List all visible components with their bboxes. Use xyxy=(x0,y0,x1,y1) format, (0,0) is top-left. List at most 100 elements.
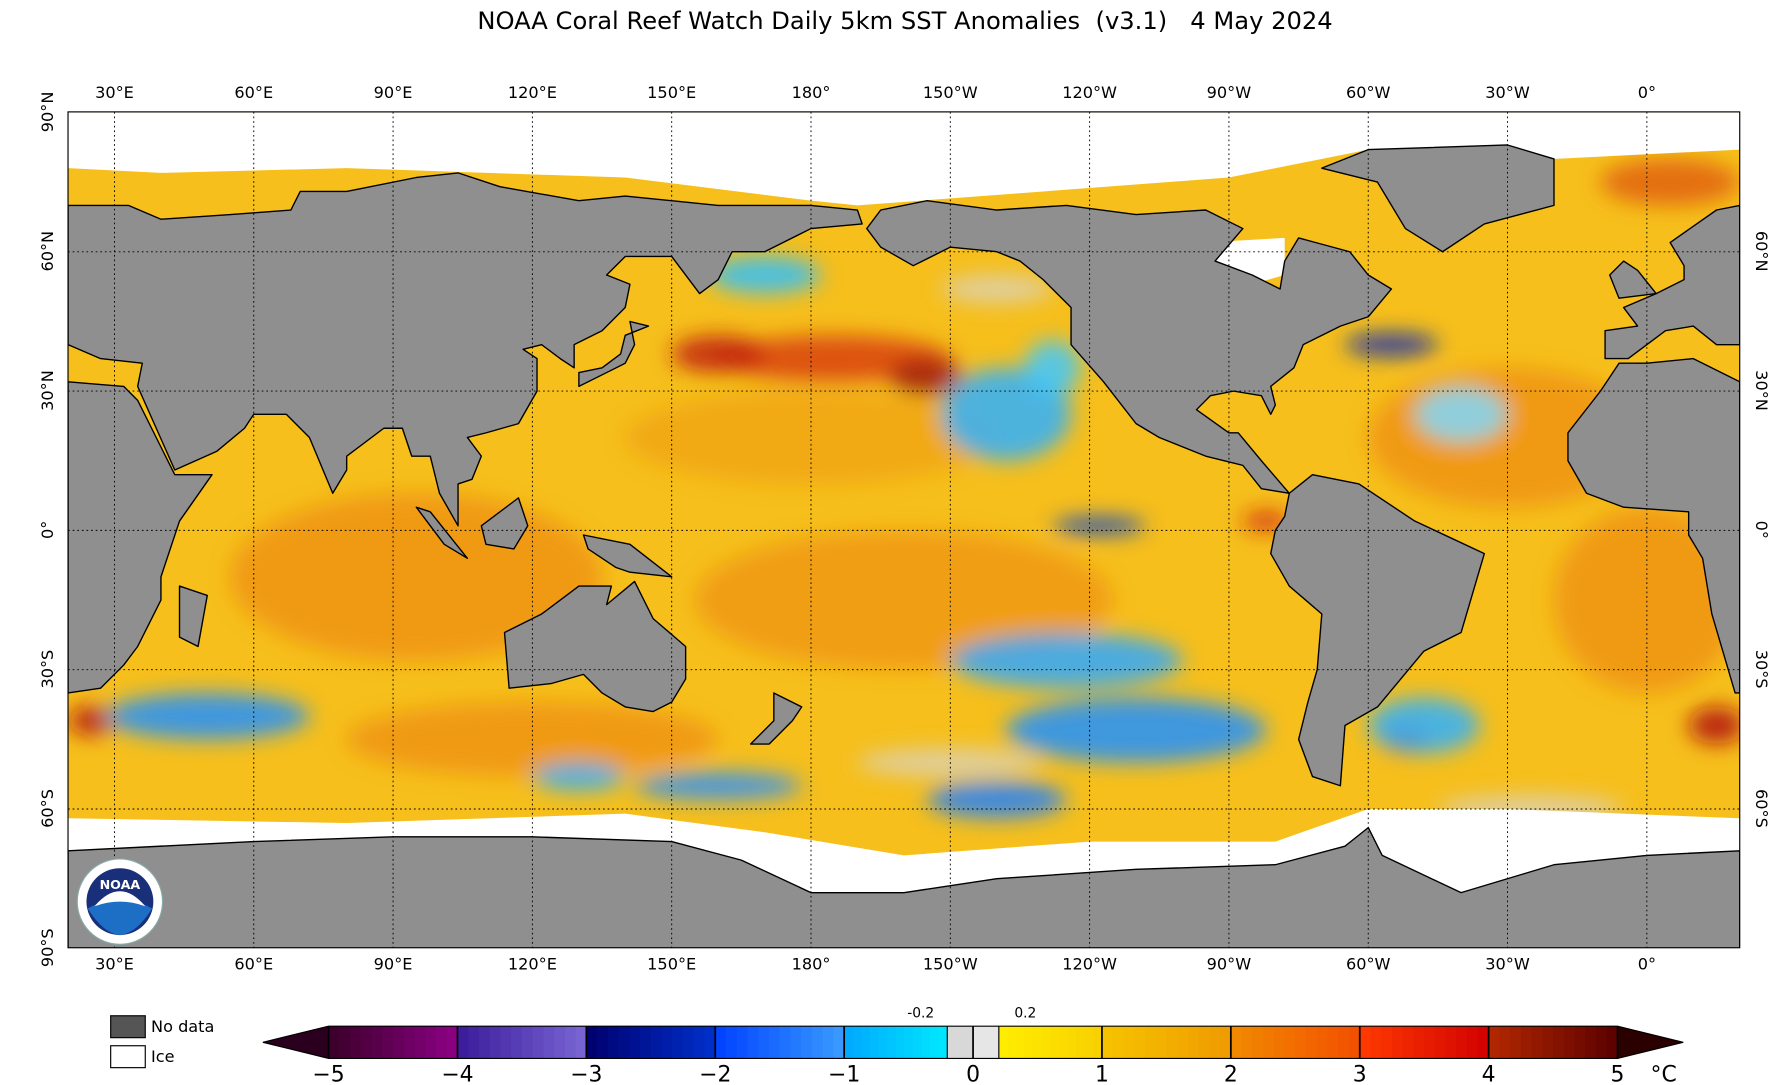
colorbar-swatch xyxy=(1284,1026,1296,1059)
longitude-label-bottom: 90°W xyxy=(1207,955,1252,974)
ice-swatch xyxy=(110,1045,146,1069)
colorbar-swatch xyxy=(672,1026,684,1059)
land-borneo xyxy=(480,497,529,550)
colorbar-tick-label: −3 xyxy=(570,1063,602,1085)
colorbar-swatch xyxy=(1263,1026,1275,1059)
longitude-label-top: 150°W xyxy=(923,83,978,102)
colorbar-swatch xyxy=(607,1026,620,1059)
colorbar-tick-label: −1 xyxy=(828,1063,860,1085)
land-new-guinea xyxy=(582,534,673,578)
logo-text: NOAA xyxy=(100,877,141,892)
colorbar-swatch xyxy=(852,1026,862,1059)
colorbar-swatch xyxy=(962,1026,966,1059)
land-europe xyxy=(1604,204,1740,360)
colorbar-swatch xyxy=(994,1026,998,1059)
longitude-label-bottom: 150°E xyxy=(647,955,696,974)
longitude-label-bottom: 90°E xyxy=(374,955,413,974)
colorbar-swatch xyxy=(822,1026,834,1059)
colorbar-swatch xyxy=(371,1026,383,1059)
latitude-label-right: 0° xyxy=(1752,521,1771,539)
colorbar-swatch xyxy=(1241,1026,1253,1059)
colorbar-swatch xyxy=(949,1026,953,1059)
colorbar-swatch xyxy=(704,1026,716,1059)
colorbar-swatch xyxy=(1041,1026,1051,1059)
colorbar-swatch xyxy=(1144,1026,1157,1059)
colorbar-swatch xyxy=(958,1026,961,1059)
longitude-label-bottom: 30°W xyxy=(1485,955,1530,974)
colorbar-swatch xyxy=(966,1026,970,1059)
colorbar-swatch xyxy=(878,1026,888,1059)
anomaly-blob xyxy=(940,274,1053,303)
longitude-label-bottom: 120°W xyxy=(1062,955,1117,974)
anomaly-blob xyxy=(950,632,1183,689)
anomaly-blob xyxy=(708,256,821,294)
latitude-label-right: 30°S xyxy=(1752,650,1771,689)
colorbar-swatch xyxy=(953,1026,957,1059)
colorbar-tick-label: −5 xyxy=(312,1063,344,1085)
colorbar-swatch xyxy=(996,1026,1000,1059)
anomaly-blob xyxy=(694,530,1113,670)
anomaly-blob xyxy=(1368,697,1480,754)
colorbar-swatch xyxy=(1112,1026,1125,1059)
latitude-label-right: 30°N xyxy=(1752,370,1771,411)
colorbar-swatch xyxy=(1456,1026,1468,1059)
colorbar-swatch xyxy=(1024,1026,1034,1059)
colorbar-swatch xyxy=(586,1026,598,1059)
colorbar-swatch xyxy=(1413,1026,1425,1059)
colorbar-swatch xyxy=(1424,1026,1436,1059)
land-sumatra xyxy=(415,506,469,559)
anomaly-blob xyxy=(1052,517,1146,535)
anomaly-blob xyxy=(1553,507,1740,693)
anomaly-blob xyxy=(1688,706,1740,745)
colorbar-swatch xyxy=(1220,1026,1232,1059)
longitude-label-bottom: 120°E xyxy=(508,955,557,974)
anomaly-blob xyxy=(1005,697,1267,763)
land-japan xyxy=(578,320,650,388)
latitude-label-left: 90°S xyxy=(38,928,57,967)
colorbar-swatch xyxy=(1359,1026,1372,1059)
colorbar-swatch xyxy=(844,1026,854,1059)
colorbar-swatch xyxy=(779,1026,792,1059)
colorbar-swatch xyxy=(1230,1026,1243,1059)
anomaly-blob xyxy=(1600,158,1740,206)
colorbar-swatch xyxy=(938,1026,948,1059)
colorbar-swatch xyxy=(693,1026,706,1059)
colorbar-threshold-label: -0.2 xyxy=(907,1005,934,1021)
colorbar-tick-label: −4 xyxy=(441,1063,473,1085)
latitude-label-right: 60°S xyxy=(1752,789,1771,828)
latitude-label-left: 30°S xyxy=(38,650,57,689)
colorbar-swatch xyxy=(489,1026,502,1059)
no-data-swatch xyxy=(110,1015,146,1039)
colorbar-swatch xyxy=(1381,1026,1393,1059)
longitude-label-top: 150°E xyxy=(647,83,696,102)
anomaly-blob xyxy=(671,335,765,373)
colorbar-swatch xyxy=(360,1026,373,1059)
longitude-label-top: 0° xyxy=(1638,83,1656,102)
colorbar-swatch xyxy=(887,1026,897,1059)
colorbar-swatch xyxy=(1434,1026,1447,1059)
latitude-label-left: 0° xyxy=(38,521,57,539)
colorbar-tick-label: 1 xyxy=(1095,1063,1109,1085)
colorbar-swatch xyxy=(543,1026,555,1059)
anomaly-blob xyxy=(68,706,115,735)
colorbar-swatch xyxy=(1391,1026,1404,1059)
colorbar-swatch xyxy=(977,1026,981,1059)
colorbar-swatch xyxy=(912,1026,923,1059)
land-antarctica xyxy=(68,826,1740,948)
colorbar-swatch xyxy=(1198,1026,1210,1059)
colorbar-swatch xyxy=(1510,1026,1522,1059)
colorbar-swatch xyxy=(575,1026,587,1059)
colorbar-swatch xyxy=(736,1026,749,1059)
colorbar-swatch xyxy=(425,1026,437,1059)
colorbar-swatch xyxy=(1467,1026,1479,1059)
colorbar-swatch xyxy=(726,1026,738,1059)
colorbar-tick-label: 4 xyxy=(1482,1063,1496,1085)
colorbar-swatch xyxy=(1084,1026,1094,1059)
land-south-america xyxy=(1270,474,1486,787)
anomaly-blob xyxy=(532,762,626,791)
colorbar-swatch xyxy=(629,1026,641,1059)
colorbar-extend-low xyxy=(262,1026,329,1059)
longitude-label-top: 60°W xyxy=(1346,83,1391,102)
colorbar-swatch xyxy=(1338,1026,1350,1059)
colorbar-swatch xyxy=(328,1026,340,1059)
